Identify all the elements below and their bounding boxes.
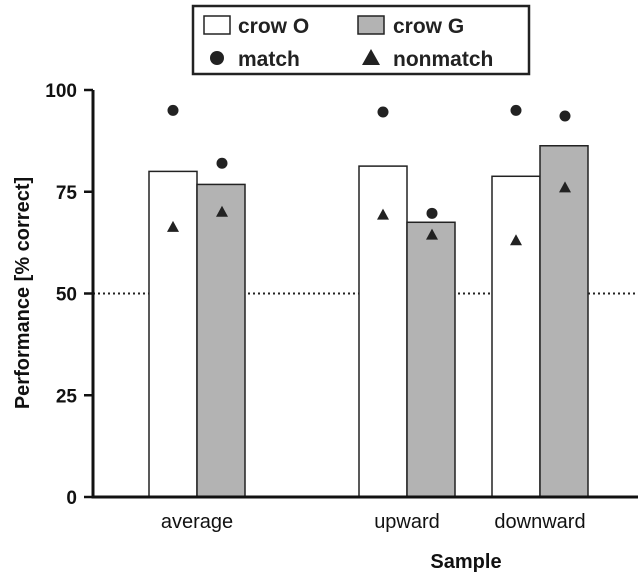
- marker-match-crow-o-upward: [378, 106, 389, 117]
- bar-crow-g-average: [197, 184, 245, 497]
- legend-swatch-crow-o: [204, 16, 230, 34]
- y-tick-label-100: 100: [45, 81, 77, 102]
- y-axis-title: Performance [% correct]: [12, 177, 34, 409]
- marker-match-crow-o-average: [168, 105, 179, 116]
- legend-label-crow-g: crow G: [393, 15, 464, 38]
- marker-match-crow-o-downward: [511, 105, 522, 116]
- y-tick-label-0: 0: [66, 488, 77, 509]
- x-tick-label-average: average: [161, 511, 233, 533]
- legend-label-match: match: [238, 48, 300, 71]
- y-tick-label-75: 75: [56, 183, 78, 204]
- bar-crow-g-downward: [540, 146, 588, 497]
- bar-crow-o-downward: [492, 176, 540, 497]
- marker-match-crow-g-average: [217, 158, 228, 169]
- marker-match-crow-g-upward: [427, 208, 438, 219]
- legend-label-nonmatch: nonmatch: [393, 48, 493, 71]
- y-tick-label-25: 25: [56, 386, 78, 407]
- bar-crow-g-upward: [407, 222, 455, 497]
- bar-crow-o-average: [149, 171, 197, 497]
- legend-label-crow-o: crow O: [238, 15, 309, 38]
- legend-marker-match: [210, 51, 224, 65]
- x-tick-label-upward: upward: [374, 511, 440, 533]
- legend: crow O crow G match nonmatch: [193, 6, 529, 74]
- y-tick-label-50: 50: [56, 285, 77, 306]
- plot-area: [93, 105, 638, 497]
- legend-swatch-crow-g: [358, 16, 384, 34]
- x-axis-title: Sample: [430, 551, 501, 572]
- marker-match-crow-g-downward: [560, 111, 571, 122]
- x-tick-label-downward: downward: [494, 511, 585, 533]
